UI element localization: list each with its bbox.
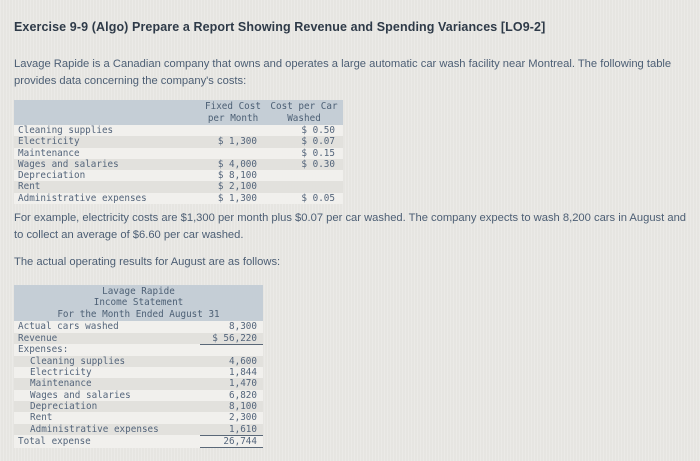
cost-table-label-column-header	[14, 100, 201, 125]
income-row-label: Rent	[30, 412, 53, 424]
cost-table-header-row: Fixed Cost per Month Cost per Car Washed	[14, 100, 343, 125]
statement-name: Income Statement	[93, 297, 184, 309]
income-statement-title-block: Lavage Rapide Income Statement For the M…	[14, 284, 263, 322]
income-row-label: Maintenance	[30, 378, 92, 390]
income-statement-row: Cleaning supplies 4,600	[14, 355, 263, 368]
income-row-value: 26,744	[200, 435, 263, 449]
income-row-label: Actual cars washed	[18, 321, 119, 333]
income-statement-row: Actual cars washed 8,300	[14, 321, 263, 333]
cost-per-car-value	[265, 170, 343, 181]
cost-table-row: Maintenance $ 0.15	[14, 147, 343, 159]
fixed-cost-value	[201, 148, 265, 159]
income-statement-row: Rent 2,300	[14, 412, 263, 424]
income-statement-row: Maintenance 1,470	[14, 378, 263, 390]
income-row-label: Administrative expenses	[30, 423, 159, 435]
cost-per-car-value: $ 0.30	[301, 158, 335, 170]
income-row-label: Wages and salaries	[30, 389, 131, 401]
cost-per-car-column-header: Cost per Car Washed	[265, 100, 343, 125]
income-statement-row: Electricity 1,844	[14, 367, 263, 379]
income-row-value: 2,300	[229, 412, 257, 424]
cost-table-row: Depreciation $ 8,100	[14, 170, 343, 182]
income-row-value	[200, 344, 263, 355]
cost-per-car-value: $ 0.50	[301, 125, 335, 136]
cost-table-header: Fixed Cost per Month Cost per Car Washed	[14, 100, 343, 125]
income-statement-row: Total expense 26,744	[14, 435, 263, 449]
cost-table-row: Wages and salaries $ 4,000 $ 0.30	[14, 158, 343, 171]
income-row-value: 1,844	[229, 367, 257, 379]
income-row-label: Electricity	[30, 367, 92, 379]
income-row-label: Expenses:	[18, 344, 69, 356]
fixed-cost-value: $ 2,100	[217, 181, 257, 193]
fixed-cost-value	[201, 125, 265, 136]
intro-paragraph: Lavage Rapide is a Canadian company that…	[14, 58, 672, 87]
income-row-value: $ 56,220	[200, 332, 263, 345]
exercise-title: Exercise 9-9 (Algo) Prepare a Report Sho…	[14, 20, 546, 34]
fixed-cost-value: $ 1,300	[217, 136, 257, 148]
cost-table-row: Rent $ 2,100	[14, 181, 343, 193]
income-statement-row: Wages and salaries 6,820	[14, 389, 263, 401]
income-statement-row: Revenue $ 56,220	[14, 332, 263, 345]
company-name: Lavage Rapide	[102, 285, 175, 297]
cost-row-label: Wages and salaries	[18, 158, 119, 170]
cost-per-car-value: $ 0.07	[301, 136, 335, 148]
cost-table-body: Cleaning supplies $ 0.50 Electricity $ 1,30…	[14, 125, 343, 205]
cost-row-label: Administrative expenses	[18, 192, 147, 204]
actual-results-paragraph: The actual operating results for August …	[14, 256, 281, 269]
income-row-value: 4,600	[229, 355, 257, 367]
fixed-cost-header-line1: Fixed Cost	[205, 101, 261, 112]
income-row-label: Revenue	[18, 332, 58, 344]
income-row-value: 1,470	[229, 378, 257, 390]
income-row-label: Total expense	[18, 435, 91, 447]
income-statement-table: Lavage Rapide Income Statement For the M…	[14, 284, 263, 449]
income-row-value: 1,610	[200, 423, 263, 436]
cost-row-label: Rent	[18, 181, 41, 193]
income-statement-row: Administrative expenses 1,610	[14, 423, 263, 436]
fixed-cost-value: $ 1,300	[217, 192, 257, 204]
fixed-cost-value: $ 4,000	[217, 158, 257, 170]
income-row-value: 6,820	[229, 389, 257, 401]
income-statement-body: Actual cars washed 8,300 Revenue $ 56,220 Ex…	[14, 321, 263, 449]
cost-row-label: Cleaning supplies	[18, 125, 114, 136]
cost-row-label: Maintenance	[18, 147, 80, 159]
income-statement-row: Expenses:	[14, 344, 263, 356]
income-statement-header: Lavage Rapide Income Statement For the M…	[14, 284, 263, 322]
cost-per-car-value	[265, 181, 343, 192]
cost-per-car-value: $ 0.15	[301, 147, 335, 159]
statement-period: For the Month Ended August 31	[57, 308, 220, 320]
fixed-cost-header-line2: per Month	[207, 112, 259, 124]
cost-table-row: Administrative expenses $ 1,300 $ 0.05	[14, 192, 343, 205]
example-paragraph: For example, electricity costs are $1,30…	[14, 212, 687, 241]
income-row-label: Depreciation	[30, 400, 98, 412]
exercise-page: Exercise 9-9 (Algo) Prepare a Report Sho…	[14, 20, 687, 449]
income-statement-row: Depreciation 8,100	[14, 400, 263, 413]
cost-row-label: Depreciation	[18, 170, 86, 182]
income-row-value: 8,100	[229, 400, 257, 412]
cost-table-row: Electricity $ 1,300 $ 0.07	[14, 136, 343, 148]
cost-table: Fixed Cost per Month Cost per Car Washed…	[14, 100, 343, 205]
cost-table-row: Cleaning supplies $ 0.50	[14, 125, 343, 137]
cost-per-car-header-line2: Washed	[287, 112, 321, 124]
fixed-cost-value: $ 8,100	[217, 170, 257, 182]
cost-row-label: Electricity	[18, 136, 80, 148]
cost-per-car-header-line1: Cost per Car	[270, 101, 338, 112]
income-statement-header-row: Lavage Rapide Income Statement For the M…	[14, 284, 263, 322]
income-row-value: 8,300	[229, 321, 257, 333]
income-row-label: Cleaning supplies	[30, 355, 126, 367]
fixed-cost-column-header: Fixed Cost per Month	[201, 100, 265, 125]
cost-per-car-value: $ 0.05	[301, 192, 335, 204]
